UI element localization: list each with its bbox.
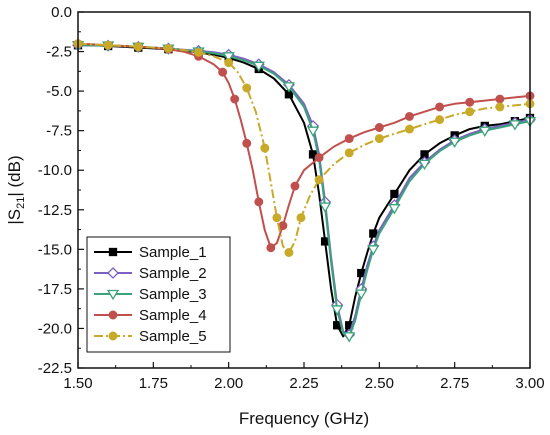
data-point bbox=[331, 305, 344, 316]
x-tick-label: 3.00 bbox=[515, 375, 544, 392]
x-axis-title: Frequency (GHz) bbox=[239, 409, 369, 428]
data-point bbox=[252, 61, 265, 73]
x-tick-label: 2.00 bbox=[214, 375, 243, 392]
data-point bbox=[390, 189, 399, 199]
data-point bbox=[278, 221, 288, 231]
y-axis-title: |S21| (dB) bbox=[5, 155, 27, 224]
legend-label: Sample_3 bbox=[139, 286, 207, 303]
axis-layer: 1.50 1.75 2.00 2.25 2.50 2.75 3.00 0.0 -2.5 -5.0 -… bbox=[38, 4, 545, 392]
data-point bbox=[266, 243, 276, 253]
legend-marker bbox=[108, 247, 118, 257]
data-point bbox=[242, 83, 252, 93]
data-point bbox=[260, 143, 270, 153]
data-point bbox=[369, 229, 378, 238]
data-point bbox=[405, 111, 414, 121]
legend-marker bbox=[107, 267, 119, 279]
data-point bbox=[405, 124, 414, 134]
y-axis-title-subscript: 21 bbox=[15, 197, 27, 209]
data-point bbox=[163, 43, 173, 53]
data-point bbox=[435, 115, 445, 125]
series-line bbox=[77, 42, 531, 254]
data-point bbox=[272, 213, 282, 223]
data-point bbox=[282, 82, 296, 93]
y-axis-title-tail: | (dB) bbox=[5, 155, 24, 196]
data-point bbox=[374, 123, 384, 132]
data-point bbox=[320, 237, 330, 246]
legend-marker bbox=[108, 310, 118, 320]
data-point bbox=[388, 204, 401, 215]
y-tick-label: -15.0 bbox=[38, 241, 72, 258]
data-point bbox=[218, 67, 228, 77]
y-tick-label: -22.5 bbox=[38, 360, 72, 377]
legend-label: Sample_5 bbox=[139, 328, 207, 345]
legend-label: Sample_2 bbox=[139, 265, 207, 282]
y-axis-title-main: |S bbox=[5, 209, 24, 225]
data-point bbox=[508, 120, 522, 131]
data-point bbox=[290, 181, 300, 191]
x-tick-label: 2.75 bbox=[440, 375, 469, 392]
legend: Sample_1 Sample_2 Sample_3 Sample_4 Sample_5 bbox=[86, 236, 231, 353]
data-point bbox=[314, 153, 324, 163]
data-point bbox=[465, 97, 475, 107]
data-point bbox=[344, 148, 354, 158]
data-point bbox=[355, 289, 368, 300]
data-point bbox=[194, 47, 203, 57]
data-point bbox=[318, 202, 332, 213]
y-tick-label: 0.0 bbox=[51, 4, 72, 21]
data-point bbox=[224, 58, 234, 68]
legend-label: Sample_1 bbox=[139, 244, 207, 261]
data-point bbox=[222, 52, 235, 63]
data-point bbox=[478, 126, 491, 137]
data-point bbox=[306, 126, 320, 137]
data-point bbox=[495, 94, 505, 104]
data-point bbox=[242, 138, 252, 148]
data-point bbox=[448, 137, 461, 149]
y-tick-label: -17.5 bbox=[38, 281, 72, 298]
x-tick-label: 1.75 bbox=[139, 375, 168, 392]
data-point bbox=[418, 159, 431, 171]
legend-marker bbox=[108, 331, 118, 341]
series-line bbox=[77, 42, 531, 249]
data-point bbox=[465, 107, 475, 117]
series-sample-5 bbox=[73, 39, 535, 257]
data-point bbox=[103, 40, 113, 50]
data-point bbox=[284, 248, 294, 257]
data-point bbox=[344, 134, 354, 144]
y-tick-label: -10.0 bbox=[38, 162, 72, 179]
x-tick-label: 1.50 bbox=[63, 375, 92, 392]
y-tick-label: -12.5 bbox=[38, 202, 72, 219]
y-tick-label: -20.0 bbox=[38, 320, 72, 337]
legend-label: Sample_4 bbox=[139, 307, 207, 324]
legend-marker bbox=[106, 289, 120, 301]
y-tick-label: -5.0 bbox=[46, 83, 72, 100]
data-point bbox=[314, 175, 324, 185]
y-tick-label: -2.5 bbox=[46, 44, 72, 61]
data-point bbox=[435, 102, 445, 112]
series-layer bbox=[71, 39, 537, 343]
data-point bbox=[495, 102, 505, 112]
x-tick-label: 2.25 bbox=[289, 375, 318, 392]
data-point bbox=[343, 332, 356, 343]
data-point bbox=[133, 42, 143, 52]
data-point bbox=[296, 213, 306, 223]
x-tick-label: 2.50 bbox=[365, 375, 394, 392]
data-point bbox=[367, 245, 380, 256]
data-point bbox=[230, 94, 240, 104]
data-point bbox=[374, 134, 384, 144]
data-point bbox=[254, 197, 264, 207]
y-tick-label: -7.5 bbox=[46, 123, 72, 140]
